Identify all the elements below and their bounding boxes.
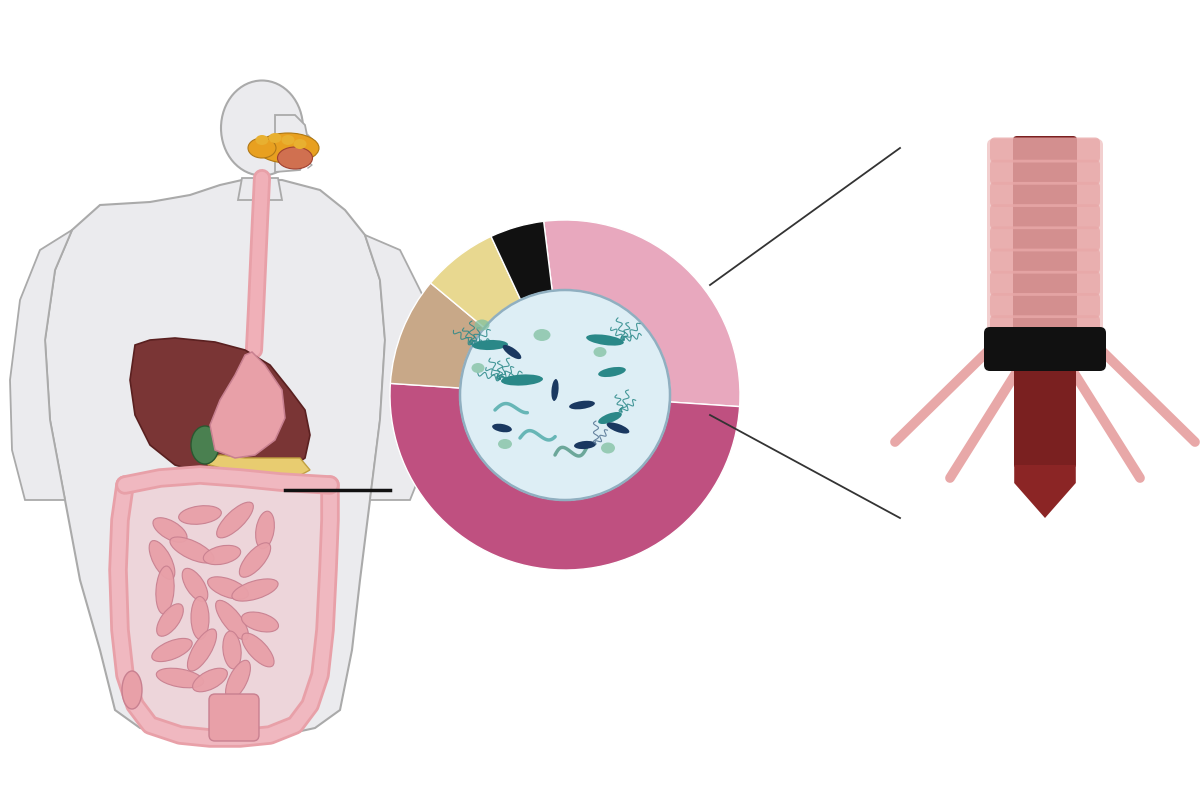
Ellipse shape [149,541,175,579]
FancyBboxPatch shape [990,182,1100,207]
Ellipse shape [152,518,187,542]
Ellipse shape [294,139,306,149]
Ellipse shape [179,506,221,524]
Ellipse shape [248,138,276,158]
Polygon shape [238,178,282,200]
Ellipse shape [182,568,208,602]
Ellipse shape [472,363,485,373]
Ellipse shape [474,319,490,330]
Ellipse shape [170,537,214,563]
FancyBboxPatch shape [986,139,1103,361]
Ellipse shape [203,546,241,565]
Ellipse shape [216,600,248,640]
FancyBboxPatch shape [209,694,259,741]
Polygon shape [10,230,72,500]
Ellipse shape [156,566,174,614]
Ellipse shape [551,379,559,401]
Ellipse shape [191,426,218,464]
Ellipse shape [221,81,302,175]
Polygon shape [1014,465,1076,518]
Ellipse shape [239,542,271,578]
Ellipse shape [192,668,228,692]
Ellipse shape [208,577,248,599]
Ellipse shape [156,668,204,688]
Ellipse shape [269,133,282,143]
Ellipse shape [607,422,629,434]
Polygon shape [130,338,310,478]
FancyBboxPatch shape [984,327,1106,371]
Ellipse shape [282,135,294,145]
Ellipse shape [217,502,253,538]
FancyBboxPatch shape [990,249,1100,274]
Ellipse shape [601,442,616,454]
Wedge shape [390,283,485,388]
Ellipse shape [151,638,192,662]
Ellipse shape [598,412,622,424]
Ellipse shape [594,347,606,357]
Ellipse shape [598,367,626,377]
FancyBboxPatch shape [990,293,1100,318]
FancyBboxPatch shape [990,315,1100,340]
Ellipse shape [257,133,319,163]
Ellipse shape [492,424,512,432]
Wedge shape [390,383,739,570]
Ellipse shape [498,439,512,449]
Wedge shape [431,236,521,328]
Ellipse shape [242,633,274,667]
Polygon shape [275,115,310,172]
FancyBboxPatch shape [990,138,1100,162]
Polygon shape [210,352,286,458]
FancyBboxPatch shape [990,204,1100,229]
Ellipse shape [122,671,142,709]
Ellipse shape [232,579,278,601]
Ellipse shape [534,329,551,341]
Polygon shape [46,180,385,740]
FancyBboxPatch shape [990,271,1100,296]
Ellipse shape [502,374,542,386]
Ellipse shape [574,441,596,449]
Ellipse shape [256,135,269,145]
FancyBboxPatch shape [990,160,1100,185]
Ellipse shape [569,401,595,410]
FancyBboxPatch shape [1013,136,1078,354]
Ellipse shape [226,660,251,700]
Ellipse shape [241,612,278,632]
FancyBboxPatch shape [990,226,1100,251]
Ellipse shape [223,631,241,669]
Ellipse shape [472,340,508,350]
Polygon shape [365,235,434,500]
Ellipse shape [586,334,624,346]
Ellipse shape [187,629,216,671]
Ellipse shape [277,147,312,169]
FancyBboxPatch shape [990,338,1100,362]
Circle shape [460,290,670,500]
Wedge shape [544,220,740,406]
Ellipse shape [191,597,209,639]
Wedge shape [491,222,552,300]
Ellipse shape [256,511,275,549]
Polygon shape [208,455,310,478]
Ellipse shape [157,604,184,636]
Ellipse shape [503,345,521,359]
Polygon shape [118,485,330,738]
FancyBboxPatch shape [1014,362,1076,468]
